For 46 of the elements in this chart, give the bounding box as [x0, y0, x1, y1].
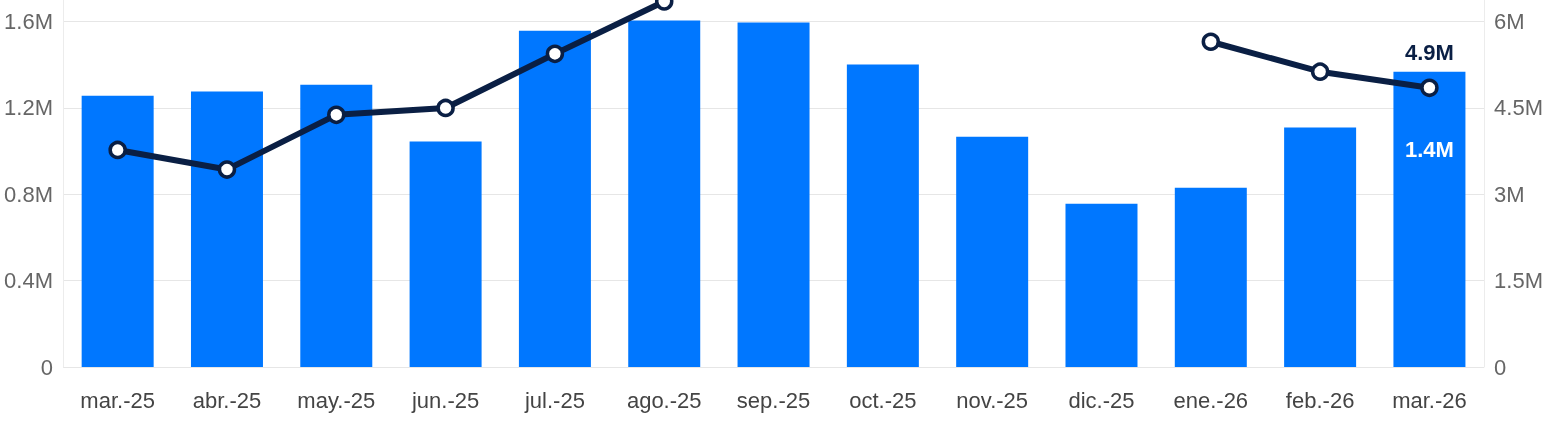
x-tick-label: nov.-25	[956, 387, 1029, 413]
point	[1310, 62, 1330, 81]
bar	[518, 30, 591, 367]
bar	[1065, 203, 1138, 367]
x-tick-label: feb.-26	[1285, 387, 1355, 413]
y-tick-label: 0.8M	[4, 181, 53, 207]
bar	[737, 22, 810, 367]
x-tick-label: ene.-26	[1173, 387, 1249, 413]
x-tick-label: mar.-26	[1392, 387, 1467, 413]
y2-tick-label: 0	[1494, 354, 1507, 380]
x-tick-label: jul.-25	[523, 387, 585, 413]
bar	[81, 95, 154, 367]
data-label: 1.4M	[1404, 137, 1454, 163]
y-tick-label: 0.4M	[4, 268, 53, 294]
bar	[300, 84, 373, 367]
point	[1201, 32, 1221, 51]
bar	[956, 136, 1029, 367]
y2-tick-label: 6M	[1494, 9, 1525, 35]
x-tick-label: sep.-25	[736, 387, 811, 413]
point	[436, 98, 455, 118]
y2-tick-label: 3M	[1494, 181, 1525, 207]
bar	[1174, 187, 1247, 367]
y-tick-label: 0	[40, 354, 53, 380]
point	[217, 160, 237, 179]
x-tick-label: abr.-25	[192, 387, 262, 413]
bar	[190, 91, 263, 367]
y-tick-label: 1.2M	[4, 95, 53, 121]
point	[1420, 78, 1439, 98]
bar	[846, 64, 919, 367]
x-tick-label: ago.-25	[626, 387, 702, 413]
x-tick-label: dic.-25	[1068, 387, 1135, 413]
point	[108, 140, 127, 160]
y2-tick-label: 4.5M	[1494, 95, 1544, 121]
bar	[1393, 71, 1466, 367]
point	[545, 44, 565, 64]
data-label: 4.9M	[1404, 40, 1454, 66]
x-tick-label: oct.-25	[849, 387, 917, 413]
x-tick-label: mar.-25	[80, 387, 155, 413]
y-tick-label: 1.6M	[4, 9, 53, 35]
bar	[1284, 127, 1357, 367]
x-tick-label: jun.-25	[410, 387, 480, 413]
x-tick-label: may.-25	[297, 387, 376, 413]
point	[327, 105, 346, 125]
bar	[628, 20, 701, 367]
y2-tick-label: 1.5M	[1494, 268, 1544, 294]
bar	[409, 141, 482, 367]
